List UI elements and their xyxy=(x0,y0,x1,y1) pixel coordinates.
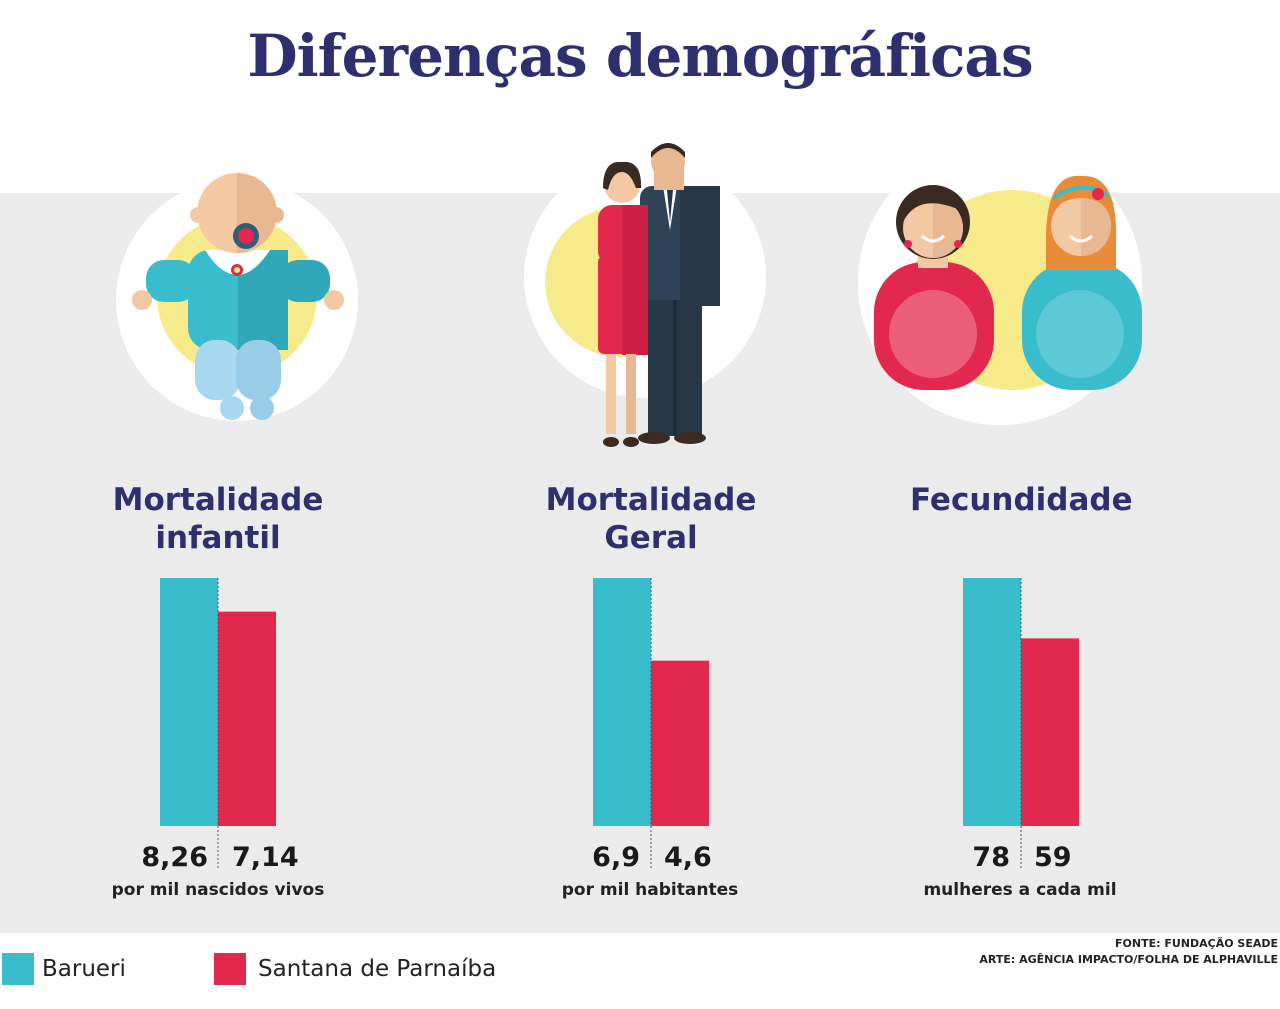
category-title-mortalidade-geral: Mortalidade Geral xyxy=(540,481,762,557)
couple-icon xyxy=(524,143,766,447)
category-title-line1: Fecundidade xyxy=(910,482,1133,518)
bar-barueri xyxy=(963,578,1021,826)
baby-icon xyxy=(116,173,358,421)
value-label-barueri: 8,26 xyxy=(141,842,208,873)
pregnant-women-icon xyxy=(858,141,1142,425)
page-title: Diferenças demográficas xyxy=(247,22,1033,90)
credits: FONTE: FUNDAÇÃO SEADE ARTE: AGÊNCIA IMPA… xyxy=(979,936,1278,968)
value-label-barueri: 6,9 xyxy=(592,842,640,873)
bar-barueri xyxy=(593,578,651,826)
category-title-fecundidade: Fecundidade xyxy=(910,481,1133,519)
legend-swatch-santana xyxy=(214,953,246,985)
legend-santana: Santana de Parnaíba xyxy=(214,953,496,985)
legend-barueri: Barueri xyxy=(2,953,126,985)
value-label-barueri: 78 xyxy=(972,842,1010,873)
illustrations xyxy=(116,141,1142,447)
legend-label-santana: Santana de Parnaíba xyxy=(258,956,497,982)
unit-label: por mil habitantes xyxy=(561,880,739,900)
bar-barueri xyxy=(160,578,218,826)
category-title-line1: Mortalidade xyxy=(112,482,324,518)
category-title-line2: infantil xyxy=(155,520,281,556)
bar-charts xyxy=(160,578,1079,868)
art-credit: ARTE: AGÊNCIA IMPACTO/FOLHA DE ALPHAVILL… xyxy=(979,953,1278,966)
legend-swatch-barueri xyxy=(2,953,34,985)
source-credit: FONTE: FUNDAÇÃO SEADE xyxy=(1115,937,1278,950)
bar-santana xyxy=(1021,638,1079,826)
legend-label-barueri: Barueri xyxy=(42,956,126,982)
category-title-mortalidade-infantil: Mortalidade infantil xyxy=(108,481,328,557)
category-title-line1: Mortalidade xyxy=(545,482,757,518)
bar-santana xyxy=(218,611,276,826)
value-label-santana: 7,14 xyxy=(232,842,299,873)
unit-label: mulheres a cada mil xyxy=(923,880,1117,900)
bar-santana xyxy=(651,660,709,826)
unit-label: por mil nascidos vivos xyxy=(111,880,325,900)
value-label-santana: 59 xyxy=(1034,842,1072,873)
category-title-line2: Geral xyxy=(604,520,698,556)
value-label-santana: 4,6 xyxy=(664,842,712,873)
